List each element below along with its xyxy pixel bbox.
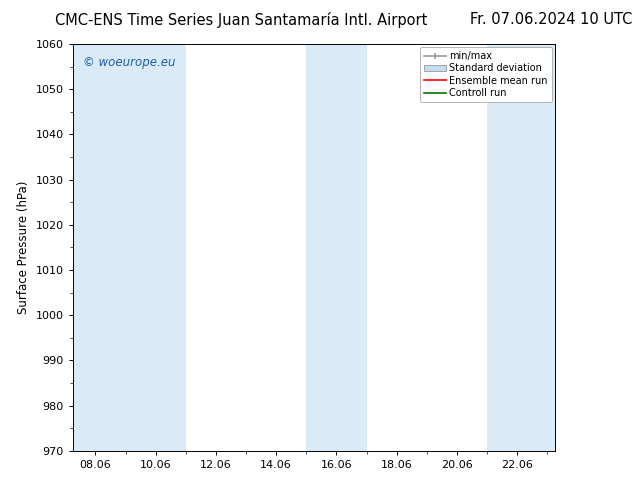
- Text: CMC-ENS Time Series Juan Santamaría Intl. Airport: CMC-ENS Time Series Juan Santamaría Intl…: [55, 12, 427, 28]
- Bar: [126, 44, 186, 451]
- Legend: min/max, Standard deviation, Ensemble mean run, Controll run: min/max, Standard deviation, Ensemble me…: [420, 47, 552, 102]
- Bar: [306, 44, 366, 451]
- Bar: [73, 44, 126, 451]
- Text: Fr. 07.06.2024 10 UTC: Fr. 07.06.2024 10 UTC: [470, 12, 633, 27]
- Y-axis label: Surface Pressure (hPa): Surface Pressure (hPa): [17, 181, 30, 314]
- Text: © woeurope.eu: © woeurope.eu: [82, 56, 175, 69]
- Bar: [487, 44, 555, 451]
